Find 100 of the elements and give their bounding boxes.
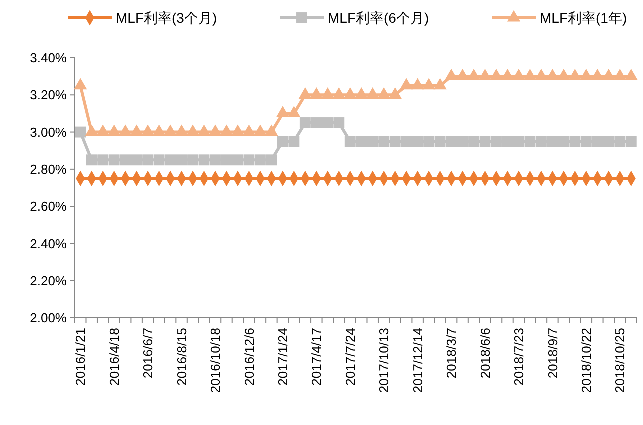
point <box>85 124 98 136</box>
point <box>198 124 211 136</box>
point <box>310 88 324 99</box>
point <box>86 154 98 166</box>
point <box>524 68 537 80</box>
point <box>378 88 391 99</box>
point <box>244 154 255 166</box>
point <box>221 154 232 166</box>
y-tick-label: 2.40% <box>30 236 68 252</box>
point <box>266 154 278 166</box>
x-tick-label: 2018/10/25 <box>612 328 628 394</box>
point <box>231 124 245 136</box>
point <box>457 136 468 148</box>
point <box>390 136 401 148</box>
point <box>141 124 155 136</box>
point <box>614 136 626 148</box>
point <box>154 154 165 166</box>
point <box>412 136 424 148</box>
x-tick-label: 2017/4/17 <box>309 328 324 386</box>
point <box>446 136 458 148</box>
point <box>514 136 524 148</box>
x-tick-label: 2018/7/23 <box>512 328 527 386</box>
point <box>220 124 234 136</box>
point <box>188 154 198 166</box>
point <box>288 106 301 118</box>
point <box>502 136 514 148</box>
point <box>434 136 446 148</box>
point <box>98 154 109 166</box>
point <box>422 78 436 90</box>
point <box>254 154 266 166</box>
point <box>547 136 558 148</box>
point <box>580 68 593 80</box>
x-tick-label: 2017/10/13 <box>376 328 392 394</box>
point <box>165 154 176 166</box>
point <box>602 68 616 80</box>
point <box>378 136 390 148</box>
legend-label: MLF利率(3个月) <box>116 10 218 26</box>
point <box>298 88 312 99</box>
point <box>300 118 311 128</box>
point <box>355 88 368 99</box>
point <box>96 124 110 136</box>
point <box>366 88 380 99</box>
point <box>130 124 144 136</box>
point <box>501 68 514 80</box>
point <box>401 136 412 148</box>
point <box>591 68 604 80</box>
point <box>388 88 402 99</box>
point <box>198 154 210 166</box>
point <box>108 154 120 166</box>
point <box>164 124 178 136</box>
y-tick-label: 3.40% <box>30 50 68 66</box>
x-tick-label: 2017/1/24 <box>275 328 290 386</box>
point <box>276 106 290 118</box>
x-tick-label: 2016/1/21 <box>73 328 88 386</box>
point <box>411 78 424 90</box>
point <box>400 78 414 90</box>
point <box>592 136 604 148</box>
point <box>468 136 480 148</box>
point <box>265 124 278 136</box>
point <box>311 118 322 128</box>
point <box>570 136 581 148</box>
point <box>512 68 526 80</box>
x-tick-label: 2016/10/18 <box>208 328 224 394</box>
point <box>210 154 221 166</box>
point <box>242 124 256 136</box>
point <box>367 136 378 148</box>
point <box>626 136 637 148</box>
point <box>580 136 592 148</box>
y-tick-label: 2.00% <box>30 310 68 326</box>
point <box>334 118 345 128</box>
point <box>75 126 86 138</box>
point <box>175 124 188 136</box>
point <box>322 118 334 128</box>
x-tick-label: 2016/4/18 <box>106 328 122 386</box>
x-tick-label: 2016/8/15 <box>174 328 190 386</box>
point <box>491 136 502 148</box>
point <box>108 124 121 136</box>
point <box>321 88 334 99</box>
point <box>490 68 504 80</box>
point <box>536 136 547 148</box>
point <box>332 88 346 99</box>
point <box>356 136 368 148</box>
point <box>557 68 571 80</box>
x-tick-label: 2016/12/6 <box>242 328 257 386</box>
point <box>480 136 491 148</box>
point <box>614 68 627 80</box>
point <box>254 124 268 136</box>
x-tick-label: 2017/7/24 <box>342 328 358 386</box>
point <box>344 88 357 99</box>
legend-label: MLF利率(6个月) <box>328 10 430 26</box>
point <box>74 78 88 90</box>
point <box>467 68 481 80</box>
point <box>534 68 548 80</box>
y-tick-label: 2.60% <box>30 199 68 214</box>
point <box>424 136 435 148</box>
y-tick-label: 3.20% <box>30 88 68 103</box>
point <box>568 68 582 80</box>
point <box>176 154 188 166</box>
point <box>142 154 154 166</box>
point <box>558 136 570 148</box>
